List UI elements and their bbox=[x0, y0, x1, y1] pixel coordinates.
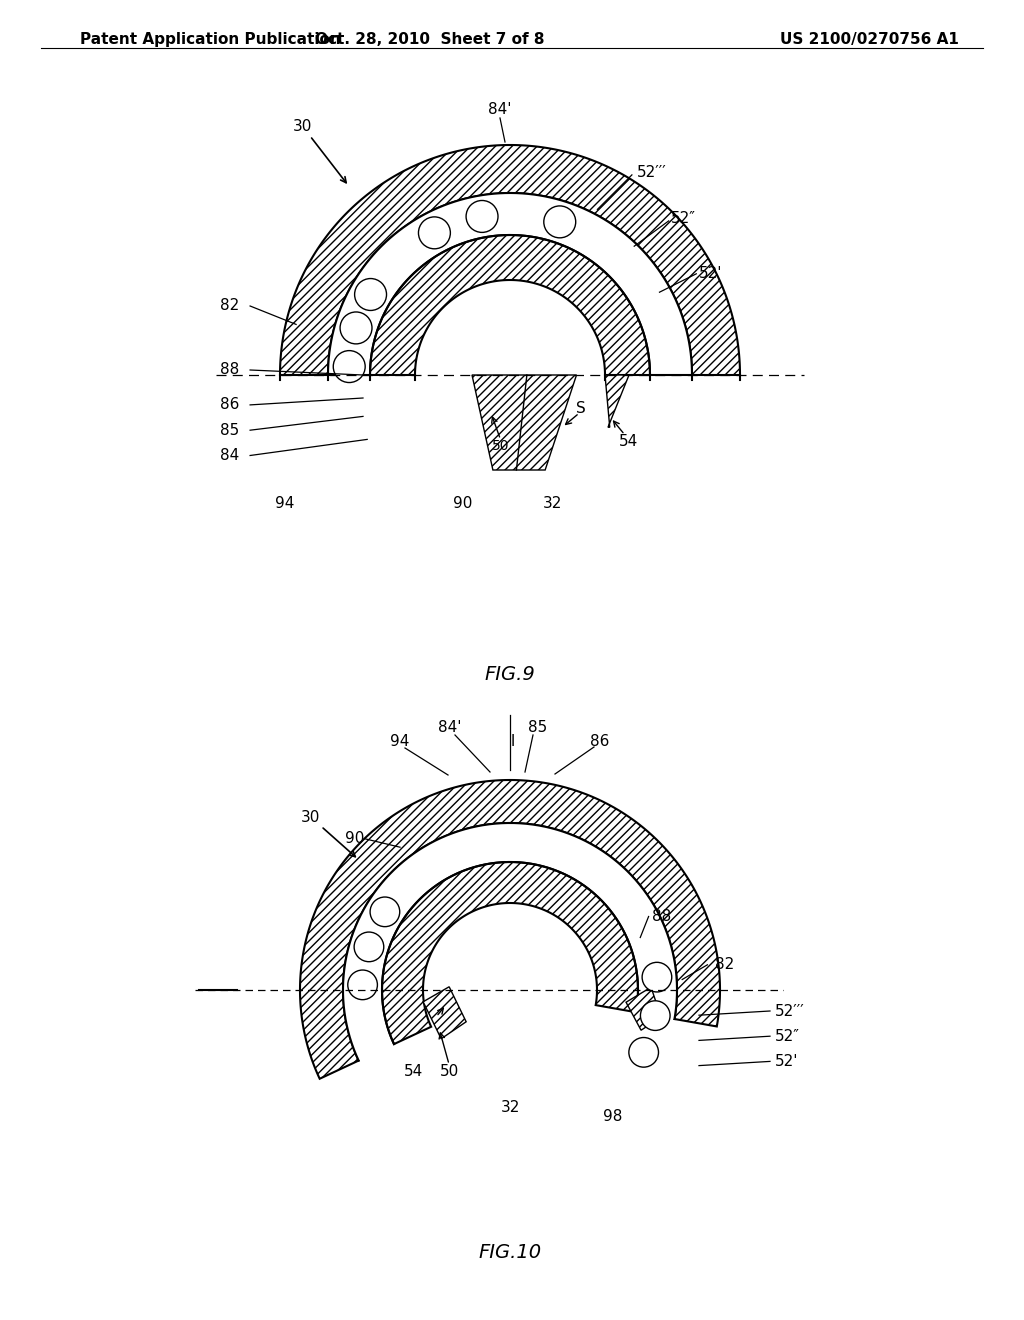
Text: 32: 32 bbox=[501, 1100, 520, 1115]
Polygon shape bbox=[382, 862, 638, 1044]
Text: l: l bbox=[511, 734, 515, 750]
Polygon shape bbox=[605, 375, 629, 428]
Text: 88: 88 bbox=[220, 363, 239, 378]
Text: 50: 50 bbox=[439, 1064, 459, 1080]
Text: 52″: 52″ bbox=[671, 211, 696, 226]
Text: 98: 98 bbox=[603, 1109, 623, 1123]
Text: 82: 82 bbox=[220, 298, 239, 314]
Text: 52′′′: 52′′′ bbox=[775, 1003, 805, 1019]
Circle shape bbox=[544, 206, 575, 238]
Circle shape bbox=[640, 1001, 670, 1031]
Text: 85: 85 bbox=[528, 721, 548, 735]
Text: Oct. 28, 2010  Sheet 7 of 8: Oct. 28, 2010 Sheet 7 of 8 bbox=[315, 32, 545, 48]
Polygon shape bbox=[328, 193, 692, 375]
Polygon shape bbox=[300, 780, 720, 1078]
Text: 30: 30 bbox=[301, 810, 321, 825]
Circle shape bbox=[419, 216, 451, 248]
Text: US 2100/0270756 A1: US 2100/0270756 A1 bbox=[780, 32, 958, 48]
Text: 32: 32 bbox=[543, 496, 562, 511]
Text: 54: 54 bbox=[403, 1064, 423, 1080]
Polygon shape bbox=[370, 235, 650, 375]
Polygon shape bbox=[280, 145, 740, 375]
Circle shape bbox=[466, 201, 498, 232]
Polygon shape bbox=[343, 822, 677, 1060]
Text: 52': 52' bbox=[698, 267, 722, 281]
Text: 90: 90 bbox=[345, 832, 365, 846]
Text: FIG.10: FIG.10 bbox=[478, 1242, 542, 1262]
Text: 94: 94 bbox=[390, 734, 410, 750]
Circle shape bbox=[340, 312, 372, 345]
Text: 52': 52' bbox=[775, 1053, 799, 1069]
Polygon shape bbox=[423, 903, 597, 1027]
Text: 54: 54 bbox=[620, 434, 639, 449]
Circle shape bbox=[348, 970, 378, 999]
Text: 84': 84' bbox=[488, 103, 512, 117]
Circle shape bbox=[354, 932, 384, 962]
Text: 85: 85 bbox=[220, 422, 239, 438]
Text: FIG.9: FIG.9 bbox=[484, 665, 536, 685]
Polygon shape bbox=[423, 987, 466, 1039]
Text: 88: 88 bbox=[651, 909, 671, 924]
Text: Patent Application Publication: Patent Application Publication bbox=[80, 32, 341, 48]
Text: 94: 94 bbox=[274, 496, 294, 511]
Polygon shape bbox=[626, 987, 662, 1030]
Text: 84: 84 bbox=[220, 447, 239, 463]
Polygon shape bbox=[472, 375, 577, 470]
Text: 90: 90 bbox=[453, 496, 472, 511]
Text: 82: 82 bbox=[715, 957, 734, 973]
Circle shape bbox=[629, 1038, 658, 1067]
Circle shape bbox=[333, 351, 366, 383]
Text: 52″: 52″ bbox=[775, 1028, 800, 1044]
Circle shape bbox=[370, 898, 399, 927]
Text: S: S bbox=[577, 401, 586, 416]
Text: 52′′′: 52′′′ bbox=[637, 165, 667, 180]
Text: 86: 86 bbox=[220, 397, 239, 412]
Text: 30: 30 bbox=[293, 119, 312, 135]
Circle shape bbox=[354, 279, 386, 310]
Text: 86: 86 bbox=[590, 734, 609, 750]
Text: 84': 84' bbox=[438, 721, 462, 735]
Circle shape bbox=[642, 962, 672, 991]
Polygon shape bbox=[415, 280, 605, 375]
Text: 50: 50 bbox=[492, 440, 509, 453]
